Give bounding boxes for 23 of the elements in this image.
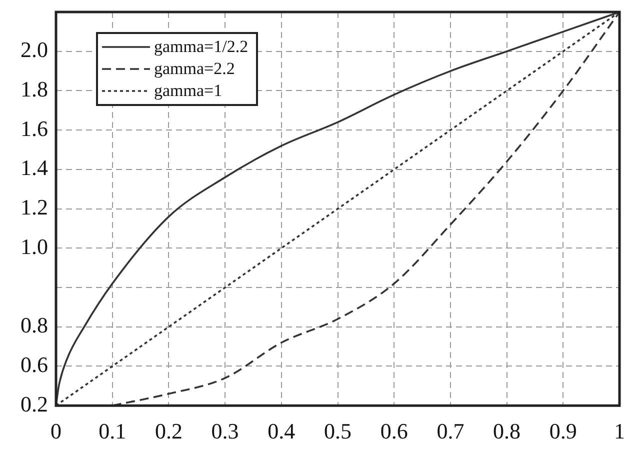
x-tick-label: 1 [614, 418, 625, 444]
x-tick-label: 0.3 [211, 418, 239, 444]
text: 1.6 [20, 116, 48, 141]
x-tick-label: 0.4 [268, 418, 296, 444]
text: 1.0 [20, 234, 48, 259]
legend-label: gamma=2.2 [154, 58, 235, 80]
legend-label: gamma=1/2.2 [154, 36, 248, 58]
x-tick-label: 0.8 [493, 418, 521, 444]
text: 0.8 [20, 312, 48, 338]
x-tick-label: 0.7 [436, 418, 464, 444]
x-tick-label: 0.9 [549, 418, 577, 444]
x-tick-label: 0 [50, 418, 62, 444]
text: 0.6 [20, 352, 48, 378]
text: 0.2 [20, 391, 48, 416]
x-tick-label: 0.1 [98, 418, 126, 444]
text: 1.8 [20, 76, 48, 102]
text: 1.2 [20, 194, 48, 220]
text: 2.0 [20, 37, 48, 62]
text: 1.4 [20, 155, 48, 180]
x-tick-label: 0.5 [324, 418, 352, 444]
x-tick-label: 0.6 [380, 418, 408, 444]
legend-label: gamma=1 [154, 80, 222, 102]
x-tick-label: 0.2 [154, 418, 182, 444]
